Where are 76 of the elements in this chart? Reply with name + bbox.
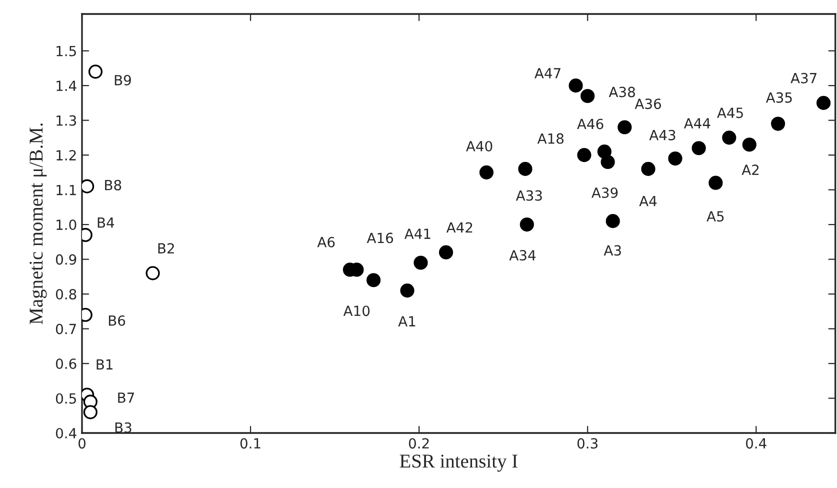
annotation: A42: [446, 222, 472, 233]
annotation: A47: [534, 68, 560, 78]
point: [708, 176, 723, 190]
annotation: A46: [577, 118, 604, 130]
point: [520, 217, 534, 232]
annotation: B7: [118, 392, 134, 403]
annotation: B6: [108, 315, 126, 326]
y-tick-label: 1.0: [56, 220, 76, 230]
annotation: A43: [649, 130, 676, 140]
annotation: A38: [608, 86, 635, 98]
point: [618, 120, 632, 134]
point: [577, 148, 592, 162]
point: [600, 154, 615, 170]
point: [742, 138, 756, 152]
annotation: A33: [516, 190, 542, 201]
point: [816, 96, 831, 110]
annotation: A4: [639, 196, 657, 206]
annotation: B9: [114, 74, 131, 86]
y-tick-label: 0.9: [56, 254, 76, 265]
point: [414, 256, 428, 270]
point: [518, 162, 532, 176]
y-tick-label: 0.7: [56, 324, 76, 334]
point: [770, 116, 786, 131]
annotation: A45: [717, 108, 743, 118]
point: [438, 245, 454, 260]
y-tick-label: 0.5: [56, 393, 76, 404]
annotation: A39: [592, 187, 618, 198]
annotation: B1: [96, 359, 112, 370]
y-tick-label: 1.4: [56, 80, 76, 91]
annotation: A2: [742, 164, 759, 175]
y-tick-label: 0.6: [56, 358, 76, 369]
annotation: B3: [115, 422, 132, 433]
point: [83, 405, 98, 420]
point: [606, 214, 620, 228]
annotation: A35: [766, 92, 792, 103]
annotation: A1: [398, 316, 416, 326]
annotation: A6: [317, 236, 335, 248]
annotation: A5: [706, 211, 724, 222]
annotation: A44: [684, 118, 710, 128]
y-axis-title: Magnetic moment μ/B.M.: [30, 123, 47, 324]
x-tick-label: 0: [78, 438, 86, 449]
point: [146, 266, 160, 280]
annotation: B2: [158, 243, 174, 254]
y-tick-label: 1.2: [56, 150, 76, 160]
point: [82, 179, 94, 194]
point: [88, 64, 103, 79]
point: [479, 165, 494, 180]
x-tick-label: 0.2: [408, 438, 429, 449]
annotation: A36: [634, 98, 661, 110]
x-tick-label: 0.4: [746, 438, 766, 449]
annotation: A10: [343, 306, 370, 316]
annotation: A34: [509, 250, 536, 261]
annotation: A37: [790, 72, 816, 84]
annotation: A40: [466, 140, 492, 152]
point: [568, 78, 583, 93]
y-tick-label: 0.4: [56, 428, 76, 438]
y-tick-label: 1.1: [56, 184, 76, 196]
point: [366, 273, 381, 288]
y-tick-label: 1.3: [56, 115, 76, 126]
point: [668, 151, 682, 166]
point: [641, 162, 656, 176]
point: [580, 88, 595, 104]
annotation: A16: [366, 232, 394, 244]
y-tick-label: 1.5: [56, 46, 76, 56]
y-tick-label: 0.8: [56, 288, 76, 300]
annotation: A41: [404, 228, 430, 239]
x-tick-label: 0.1: [240, 438, 260, 449]
x-tick-label: 0.3: [577, 438, 598, 449]
annotation: A18: [537, 133, 564, 144]
x-axis-title: ESR intensity I: [400, 454, 518, 472]
point: [692, 141, 706, 156]
annotation: A3: [604, 245, 621, 256]
annotation: B8: [105, 180, 122, 190]
point: [722, 130, 736, 145]
point: [400, 284, 414, 298]
annotation: B4: [98, 218, 114, 228]
